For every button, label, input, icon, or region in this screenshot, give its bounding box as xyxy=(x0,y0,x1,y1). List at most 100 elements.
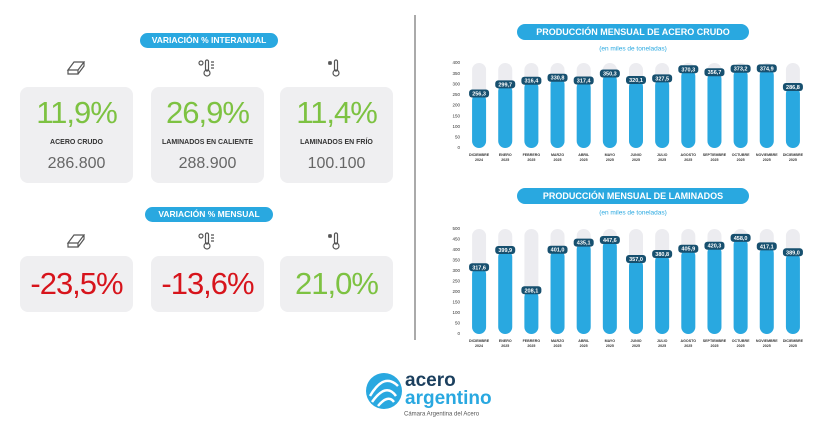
y-tick-label: 150 xyxy=(452,113,460,118)
y-tick-label: 450 xyxy=(452,237,460,242)
cold-icon xyxy=(328,59,340,77)
value-pill xyxy=(626,255,646,264)
x-tick-label: JUNIO 2025 xyxy=(630,153,642,162)
bar xyxy=(498,250,513,334)
y-tick-label: 0 xyxy=(457,145,460,150)
value-pill xyxy=(678,65,699,74)
kpi-value: -13,6% xyxy=(161,266,254,301)
value-label: 317,6 xyxy=(472,265,486,271)
value-label: 330,8 xyxy=(551,76,565,82)
kpi-card: 21,0% xyxy=(280,256,393,312)
y-tick-label: 500 xyxy=(452,226,460,231)
value-pill xyxy=(495,80,516,89)
icons xyxy=(66,59,340,250)
value-pill xyxy=(626,75,646,84)
value-pill xyxy=(495,246,516,255)
value-label: 370,3 xyxy=(681,67,695,73)
y-tick-label: 200 xyxy=(452,289,460,294)
x-tick-label: SEPTIEMBRE 2025 xyxy=(702,339,727,348)
bar xyxy=(629,259,643,334)
kpi-label: LAMINADOS EN FRÍO xyxy=(300,139,373,146)
kpi-value: 11,4% xyxy=(296,95,378,130)
value-pill xyxy=(469,263,490,272)
x-tick-label: JULIO 2025 xyxy=(656,153,668,162)
value-pill xyxy=(547,73,568,82)
bar xyxy=(759,246,774,334)
ingot-icon xyxy=(66,234,86,248)
x-tick-label: DICIEMBRE 2025 xyxy=(782,153,804,162)
x-tick-label: ABRIL 2025 xyxy=(578,339,590,348)
value-pill xyxy=(599,69,620,78)
logo-word: argentino xyxy=(405,388,492,409)
x-tick-label: MARZO 2025 xyxy=(550,339,565,348)
kpi-card: 11,9% ACERO CRUDO 286.800 xyxy=(20,87,133,183)
value-label: 373,2 xyxy=(734,67,748,73)
x-tick-label: AGOSTO 2025 xyxy=(680,339,697,348)
section-title: VARIACIÓN % INTERANUAL xyxy=(140,33,278,48)
logo-word: acero xyxy=(405,370,456,391)
y-tick-label: 50 xyxy=(455,135,461,140)
x-tick-label: ENERO 2025 xyxy=(498,339,512,348)
bar xyxy=(733,237,748,334)
y-tick-label: 100 xyxy=(452,310,460,315)
value-pill xyxy=(730,64,751,73)
kpi-value: 11,9% xyxy=(36,95,118,130)
kpi-card: 11,4% LAMINADOS EN FRÍO 100.100 xyxy=(280,87,393,183)
kpi-label: ACERO CRUDO xyxy=(50,139,103,146)
value-label: 389,0 xyxy=(786,250,800,256)
kpi-amount: 100.100 xyxy=(307,155,366,172)
bar xyxy=(759,68,774,148)
x-tick-label: ABRIL 2025 xyxy=(578,153,590,162)
x-tick-label: MARZO 2025 xyxy=(550,153,565,162)
value-pill xyxy=(678,244,699,253)
x-tick-label: NOVIEMBRE 2025 xyxy=(755,339,778,348)
x-tick-label: MAYO 2025 xyxy=(604,339,616,348)
y-tick-label: 300 xyxy=(452,81,460,86)
value-pill xyxy=(704,68,725,77)
x-tick-label: SEPTIEMBRE 2025 xyxy=(702,153,727,162)
y-tick-label: 350 xyxy=(452,258,460,263)
x-tick-label: FEBRERO 2025 xyxy=(522,339,541,348)
value-pill xyxy=(704,241,725,250)
logo-tagline: Cámara Argentina del Acero xyxy=(404,412,480,418)
x-tick-label: JUNIO 2025 xyxy=(630,339,642,348)
title-pill xyxy=(517,188,749,204)
kpi-value: 26,9% xyxy=(166,95,250,130)
value-pill xyxy=(521,76,542,85)
chart-subtitle: (en miles de toneladas) xyxy=(599,210,667,217)
value-label: 417,1 xyxy=(760,244,774,250)
bar xyxy=(707,72,722,148)
bar xyxy=(655,78,670,148)
value-label: 435,1 xyxy=(577,241,591,247)
bar xyxy=(576,80,591,148)
kpi-label: LAMINADOS EN CALIENTE xyxy=(162,139,253,146)
bar xyxy=(707,245,722,334)
x-tick-label: NOVIEMBRE 2025 xyxy=(755,153,778,162)
y-tick-label: 350 xyxy=(452,71,460,76)
kpi-value: -23,5% xyxy=(30,266,123,301)
chart-title: PRODUCCIÓN MENSUAL DE ACERO CRUDO xyxy=(536,26,730,37)
y-tick-label: 150 xyxy=(452,300,460,305)
value-label: 286,8 xyxy=(786,85,800,91)
value-pill xyxy=(652,74,673,83)
value-pill xyxy=(573,76,594,85)
x-tick-label: MAYO 2025 xyxy=(604,153,616,162)
x-tick-label: DICIEMBRE 2024 xyxy=(468,339,490,348)
value-label: 350,3 xyxy=(603,72,617,78)
chart-subtitle: (en miles de toneladas) xyxy=(599,46,667,53)
value-pill xyxy=(652,250,673,259)
x-tick-label: DICIEMBRE 2025 xyxy=(782,339,804,348)
bar xyxy=(472,93,487,148)
value-pill xyxy=(599,236,620,245)
kpi-card: -23,5% xyxy=(20,256,133,312)
value-label: 208,1 xyxy=(525,288,539,294)
value-label: 320,1 xyxy=(629,78,643,84)
x-tick-label: ENERO 2025 xyxy=(498,153,512,162)
y-tick-label: 50 xyxy=(455,321,461,326)
bar xyxy=(550,249,565,334)
value-pill xyxy=(782,83,803,92)
bar xyxy=(629,79,643,148)
value-pill xyxy=(782,248,803,257)
